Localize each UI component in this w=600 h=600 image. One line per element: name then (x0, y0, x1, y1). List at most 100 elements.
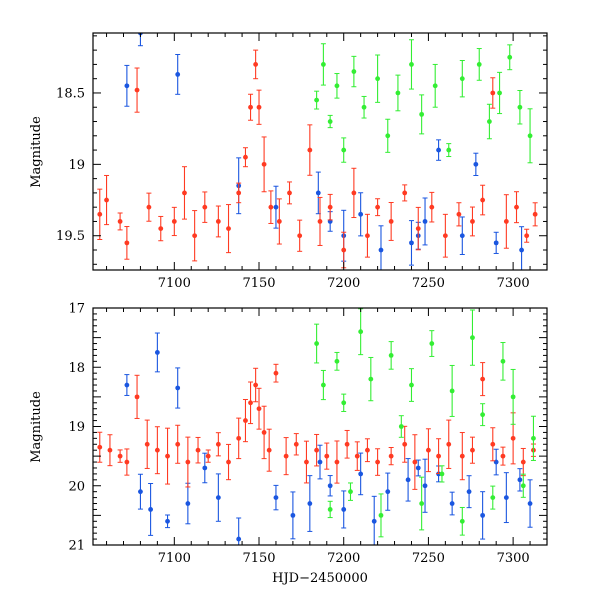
data-point-blue (202, 465, 208, 471)
top-panel-ticks (93, 33, 548, 270)
x-tick-label: 7200 (327, 551, 360, 566)
top-panel-data (97, 33, 538, 270)
data-point-blue (517, 477, 523, 483)
data-point-blue (378, 247, 384, 253)
data-point-red (134, 394, 140, 400)
data-point-green (378, 512, 384, 518)
x-tick-label: 7250 (412, 276, 445, 291)
data-point-red (480, 197, 486, 203)
data-point-red (293, 441, 299, 447)
y-tick-label: 19 (68, 420, 85, 435)
data-point-green (459, 76, 465, 82)
x-tick-label: 7200 (327, 276, 360, 291)
data-point-green (314, 341, 320, 346)
data-point-green (398, 424, 404, 429)
data-point-green (517, 104, 523, 110)
data-point-red (532, 211, 538, 217)
data-point-red (226, 459, 231, 465)
data-point-blue (185, 501, 191, 506)
y-tick-label: 20 (68, 479, 85, 494)
data-point-green (510, 394, 516, 400)
data-point-red (327, 204, 333, 210)
data-point-green (480, 412, 486, 418)
data-point-red (243, 418, 248, 423)
data-point-red (287, 190, 292, 196)
data-point-blue (473, 161, 479, 167)
data-point-red (480, 376, 486, 382)
bottom-xlabel: HJD−2450000 (272, 571, 368, 586)
data-point-blue (124, 83, 130, 89)
data-point-red (402, 441, 408, 447)
data-point-blue (415, 465, 421, 471)
data-point-red (510, 435, 516, 441)
x-tick-label: 7250 (412, 551, 445, 566)
data-point-red (215, 219, 221, 224)
data-point-red (236, 190, 242, 196)
data-point-red (388, 219, 394, 224)
top-panel-frame (92, 32, 548, 271)
data-point-red (226, 226, 231, 231)
data-point-red (412, 459, 418, 465)
data-point-red (165, 453, 170, 459)
bottom-panel-tick-labels: 7100 7150 7200 7250 7300 17 18 19 20 21 (68, 302, 529, 567)
data-point-red (351, 190, 357, 196)
data-point-red (317, 219, 323, 224)
data-point-green (341, 400, 347, 406)
data-point-green (419, 111, 425, 117)
data-point-blue (480, 512, 486, 518)
data-point-red (459, 453, 465, 459)
data-point-green (527, 133, 533, 139)
data-point-blue (273, 204, 279, 210)
data-point-blue (315, 190, 321, 196)
data-point-red (365, 447, 370, 453)
data-point-red (261, 161, 267, 167)
data-point-red (276, 219, 282, 224)
y-tick-label: 19 (68, 158, 85, 173)
y-tick-label: 17 (68, 302, 85, 317)
data-point-blue (327, 483, 333, 489)
data-point-red (297, 233, 303, 239)
data-point-blue (493, 240, 499, 246)
data-point-red (283, 453, 289, 459)
data-point-blue (503, 495, 509, 500)
x-tick-label: 7150 (242, 276, 275, 291)
data-point-red (205, 453, 211, 459)
data-point-green (388, 353, 394, 358)
data-point-red (107, 447, 113, 453)
data-point-green (531, 435, 536, 441)
data-point-green (314, 97, 320, 103)
data-point-red (144, 441, 150, 447)
data-point-blue (371, 518, 377, 524)
data-point-green (358, 329, 364, 335)
data-point-blue (358, 211, 364, 217)
data-point-green (320, 62, 326, 67)
data-point-red (97, 211, 103, 217)
data-point-red (304, 459, 309, 465)
data-point-blue (519, 247, 524, 253)
bottom-panel: 7100 7150 7200 7250 7300 17 18 19 20 21 Magnitude… (29, 302, 548, 586)
data-point-blue (175, 385, 181, 391)
data-point-green (327, 507, 333, 512)
data-point-green (395, 90, 401, 96)
data-point-green (470, 335, 475, 341)
data-point-red (470, 447, 475, 453)
data-point-red (171, 219, 177, 224)
top-ylabel: Magnitude (29, 116, 44, 188)
x-tick-label: 7100 (158, 551, 191, 566)
y-tick-label: 21 (68, 539, 85, 554)
data-point-blue (385, 489, 391, 495)
data-point-blue (124, 382, 130, 388)
data-point-green (385, 133, 391, 139)
data-point-green (429, 341, 435, 346)
data-point-red (365, 233, 370, 239)
data-point-red (261, 430, 267, 435)
data-point-red (429, 204, 435, 210)
data-point-blue (449, 501, 455, 506)
data-point-red (500, 453, 506, 459)
data-point-red (256, 406, 262, 412)
data-point-red (490, 441, 496, 447)
data-point-red (248, 400, 253, 406)
data-point-red (520, 459, 526, 465)
